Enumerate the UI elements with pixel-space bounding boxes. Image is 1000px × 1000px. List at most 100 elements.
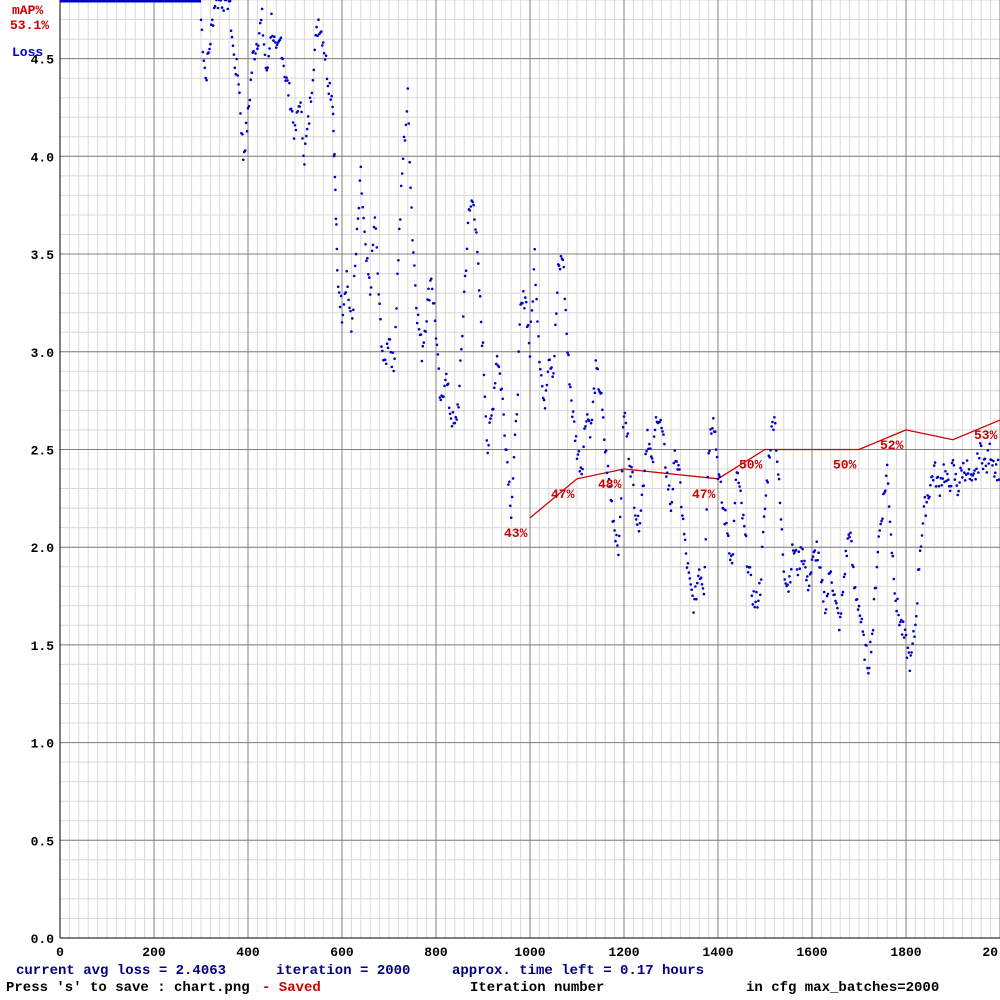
- loss-point: [880, 519, 883, 523]
- loss-point: [255, 42, 258, 46]
- loss-point: [298, 105, 302, 108]
- loss-point: [422, 341, 426, 344]
- loss-point: [667, 484, 671, 487]
- loss-point: [578, 470, 582, 473]
- loss-point: [629, 475, 632, 478]
- loss-point: [331, 112, 335, 116]
- loss-point: [637, 529, 641, 533]
- loss-point: [681, 517, 685, 521]
- loss-point: [406, 87, 410, 90]
- loss-point: [394, 325, 397, 329]
- y-tick-label: 0.5: [31, 834, 55, 849]
- loss-point: [889, 533, 893, 536]
- map-point-label: 47%: [692, 487, 716, 502]
- loss-point: [584, 425, 587, 428]
- loss-point: [689, 583, 692, 586]
- loss-point: [428, 299, 431, 302]
- loss-point: [512, 455, 516, 459]
- loss-point: [907, 651, 911, 654]
- loss-point: [877, 535, 880, 538]
- loss-point: [971, 474, 974, 477]
- loss-point: [744, 534, 748, 538]
- loss-point: [477, 289, 481, 292]
- loss-point: [487, 443, 490, 447]
- loss-point: [256, 47, 259, 50]
- loss-point: [494, 362, 498, 366]
- loss-point: [328, 81, 332, 85]
- loss-point: [414, 284, 417, 287]
- loss-point: [506, 460, 509, 464]
- map-point-label: 50%: [739, 458, 763, 473]
- loss-point: [722, 507, 725, 511]
- loss-point: [354, 252, 358, 256]
- loss-point: [838, 615, 842, 619]
- loss-point: [237, 83, 240, 86]
- loss-point: [383, 358, 387, 362]
- loss-point: [804, 566, 807, 569]
- loss-point: [211, 18, 214, 22]
- loss-point: [794, 548, 798, 552]
- loss-point: [623, 411, 627, 415]
- loss-point: [966, 472, 970, 475]
- loss-point: [541, 396, 545, 400]
- loss-point: [944, 470, 947, 473]
- loss-point: [478, 295, 482, 298]
- loss-point: [536, 320, 539, 323]
- loss-point: [994, 463, 998, 466]
- loss-point: [300, 110, 303, 114]
- loss-point: [527, 341, 531, 345]
- loss-point: [246, 106, 250, 110]
- loss-point: [543, 407, 547, 410]
- loss-point: [665, 471, 669, 475]
- loss-point: [746, 571, 750, 574]
- loss-point: [481, 341, 485, 344]
- loss-point: [972, 472, 975, 475]
- loss-point: [777, 477, 781, 481]
- loss-point: [233, 66, 237, 69]
- loss-point: [558, 267, 562, 271]
- loss-point: [680, 505, 683, 509]
- loss-point: [762, 515, 766, 518]
- loss-point: [764, 494, 768, 497]
- loss-point: [955, 484, 959, 487]
- loss-point: [849, 531, 852, 535]
- loss-point: [988, 442, 991, 446]
- loss-point: [350, 330, 353, 333]
- loss-point: [593, 391, 597, 395]
- loss-point: [878, 529, 881, 532]
- loss-point: [675, 460, 678, 463]
- loss-point: [336, 285, 340, 289]
- loss-point: [380, 345, 383, 348]
- loss-point: [779, 518, 783, 521]
- loss-point: [203, 66, 207, 70]
- loss-point: [503, 434, 506, 437]
- loss-point: [356, 217, 360, 220]
- loss-point: [497, 365, 501, 369]
- loss-point: [800, 559, 803, 563]
- loss-point: [392, 369, 396, 373]
- loss-point: [546, 370, 550, 374]
- loss-point: [322, 51, 326, 55]
- x-tick-label: 20: [982, 945, 998, 960]
- loss-point: [581, 467, 584, 471]
- loss-point: [405, 110, 409, 113]
- loss-point: [433, 319, 437, 323]
- loss-point: [253, 58, 256, 61]
- loss-point: [450, 424, 454, 428]
- loss-point: [213, 4, 217, 8]
- loss-point: [949, 484, 953, 488]
- loss-point: [484, 415, 488, 418]
- loss-point: [477, 262, 480, 265]
- loss-point: [788, 575, 791, 578]
- loss-point: [443, 384, 446, 388]
- loss-point: [677, 463, 680, 467]
- loss-point: [463, 274, 467, 278]
- loss-point: [577, 449, 581, 453]
- loss-point: [769, 448, 772, 452]
- loss-point: [209, 42, 212, 46]
- loss-point: [310, 91, 314, 95]
- loss-point: [517, 350, 520, 353]
- loss-point: [728, 558, 732, 562]
- loss-point: [486, 451, 490, 455]
- loss-point: [588, 436, 592, 439]
